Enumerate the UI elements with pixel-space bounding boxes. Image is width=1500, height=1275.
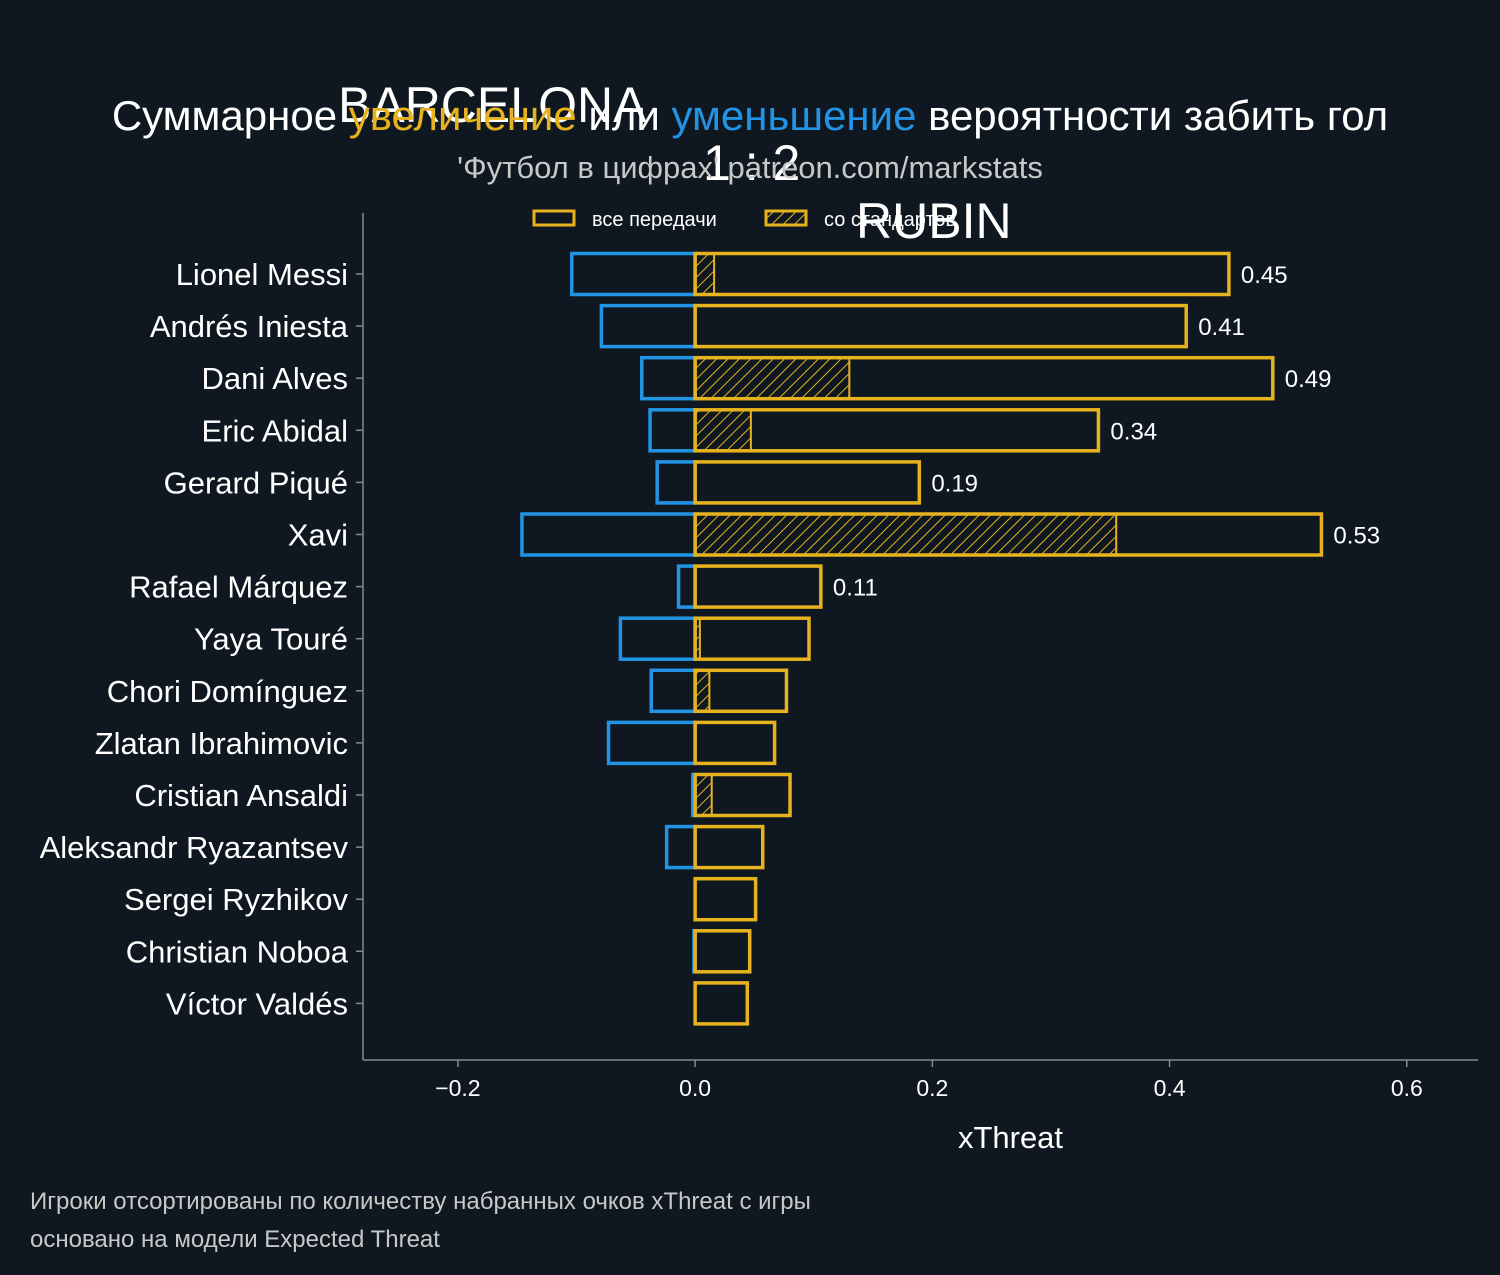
decrease-bar [599, 303, 697, 349]
decrease-bar [520, 512, 697, 557]
value-label: 0.11 [833, 575, 878, 602]
increase-bar [693, 512, 1324, 557]
increase-bar [693, 303, 1188, 349]
chart-subtitle: Суммарное увеличение или уменьшение веро… [0, 92, 1500, 140]
increase-bar [693, 408, 1101, 453]
y-tick-label: Dani Alves [202, 361, 348, 396]
y-tick-label: Víctor Valdés [166, 986, 348, 1021]
value-label: 0.45 [1241, 262, 1288, 289]
increase-bar [693, 355, 1275, 401]
decrease-bar [606, 720, 697, 766]
score: 1 : 2 [703, 135, 801, 191]
value-label: 0.34 [1110, 418, 1157, 445]
y-tick-label: Xavi [288, 518, 348, 553]
x-axis-label: xThreat [958, 1120, 1063, 1155]
y-tick-label: Zlatan Ibrahimovic [95, 726, 348, 761]
y-tick-label: Sergei Ryzhikov [124, 882, 348, 917]
source-credit: 'Футбол в цифрах' patreon.com/markstats [457, 150, 1043, 185]
y-tick-label: Eric Abidal [202, 413, 348, 448]
y-tick-label: Rafael Márquez [129, 570, 348, 605]
decrease-bar [676, 564, 697, 609]
x-tick-label: 0.2 [916, 1075, 948, 1101]
value-label: 0.53 [1333, 523, 1380, 550]
increase-bar [693, 876, 758, 922]
x-tick-label: 0.0 [679, 1075, 711, 1101]
x-tick-label: −0.2 [435, 1075, 480, 1101]
decrease-bar [648, 408, 697, 453]
value-label: 0.49 [1285, 366, 1332, 393]
y-tick-label: Cristian Ansaldi [134, 778, 348, 813]
set-piece-bar [694, 252, 716, 296]
y-tick-label: Lionel Messi [176, 257, 348, 292]
increase-bar [693, 564, 823, 609]
increase-bar [693, 824, 765, 870]
decrease-bar [655, 460, 697, 505]
value-label: 0.41 [1198, 314, 1245, 341]
increase-bar [693, 460, 922, 505]
increase-bar [693, 772, 792, 818]
increase-bar [693, 668, 789, 714]
legend-swatch-all [532, 209, 576, 227]
subtitle-part2: или [576, 92, 672, 139]
increase-bar [693, 251, 1231, 297]
home-team: BARCELONA [338, 77, 647, 133]
y-tick-label: Aleksandr Ryazantsev [40, 830, 349, 865]
subtitle-part1: Суммарное [111, 92, 349, 139]
decrease-bar [618, 616, 697, 661]
set-piece-bar [694, 408, 752, 452]
value-label: 0.19 [931, 470, 978, 497]
y-tick-label: Chori Domínguez [107, 674, 348, 709]
set-piece-bar [694, 773, 713, 817]
legend-label-setpieces: со стандартов [824, 209, 956, 231]
subtitle-decrease: уменьшение [671, 92, 917, 139]
footnote-model: основано на модели Expected Threat [30, 1226, 440, 1253]
increase-bar [693, 981, 750, 1026]
subtitle-part3: вероятности забить гол [916, 92, 1389, 139]
x-tick-label: 0.4 [1154, 1075, 1186, 1101]
away-team: RUBIN [856, 193, 1012, 249]
footnote-sorting: Игроки отсортированы по количеству набра… [30, 1188, 811, 1215]
y-tick-label: Andrés Iniesta [150, 309, 349, 344]
y-tick-label: Gerard Piqué [164, 465, 348, 500]
decrease-bar [640, 355, 697, 401]
set-piece-bar [694, 669, 711, 713]
decrease-bar [570, 251, 697, 297]
y-tick-label: Christian Noboa [126, 934, 349, 969]
legend-label-all: все передачи [592, 209, 717, 231]
increase-bar [693, 929, 752, 974]
increase-bar [693, 616, 811, 661]
decrease-bar [664, 824, 697, 870]
set-piece-bar [694, 356, 851, 400]
increase-bar [693, 720, 777, 766]
x-tick-label: 0.6 [1391, 1075, 1423, 1101]
legend-swatch-setpieces [764, 209, 808, 227]
y-tick-label: Yaya Touré [194, 622, 348, 657]
subtitle-increase: увеличение [348, 92, 577, 139]
set-piece-bar [694, 513, 1118, 556]
match-title: BARCELONA 1 : 2 RUBIN [0, 18, 1500, 250]
decrease-bar [649, 668, 697, 714]
